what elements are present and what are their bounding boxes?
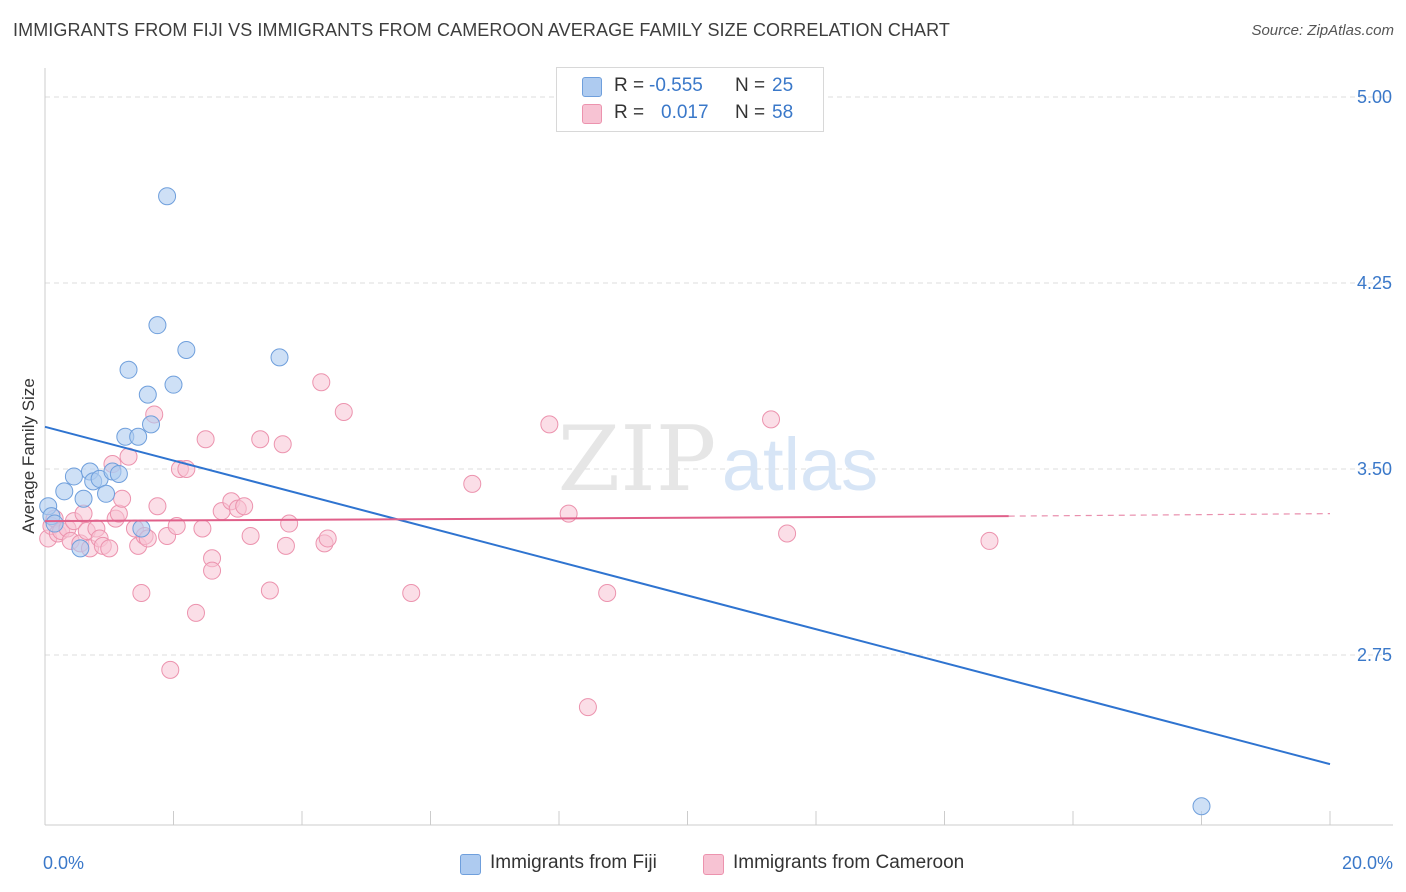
cameroon-point [196,430,215,449]
legend-label-cameroon: Immigrants from Cameroon [733,852,965,873]
fiji-point [1192,797,1211,816]
cameroon-point [113,489,132,508]
cameroon-point [280,514,299,533]
fiji-point [71,539,90,558]
watermark-atlas: atlas [722,423,878,506]
y-tick-label: 5.00 [1357,87,1392,107]
fiji-point [164,375,183,394]
cameroon-trend-line [44,515,1009,523]
legend-n-label: N = [735,75,766,96]
source-label: Source: ZipAtlas.com [1251,22,1394,39]
x-tick-label: 0.0% [43,853,84,873]
cameroon-point [578,698,597,717]
legend-r-value: -0.555 [649,75,703,96]
cameroon-point [251,430,270,449]
fiji-point [177,340,196,359]
y-tick-labels: 2.75 3.50 4.25 5.00 [1357,87,1392,665]
fiji-point [129,427,148,446]
axes [44,68,1393,826]
x-tick-label: 20.0% [1342,853,1393,873]
y-tick-label: 3.50 [1357,459,1392,479]
fiji-swatch [582,77,602,97]
y-tick-label: 2.75 [1357,645,1392,665]
fiji-point [64,467,83,486]
cameroon-point [100,539,119,558]
cameroon-point [559,504,578,523]
cameroon-point [276,536,295,555]
fiji-point [74,489,93,508]
cameroon-swatch [703,854,724,875]
cameroon-point [463,474,482,493]
cameroon-point [167,517,186,536]
cameroon-point [540,415,559,434]
cameroon-point [980,531,999,550]
legend-r-value: 0.017 [661,102,709,123]
fiji-point [148,316,167,335]
fiji-point [132,519,151,538]
correlation-legend: R = -0.555 N = 25 R = 0.017 N = 58 [556,67,824,132]
cameroon-point [273,435,292,454]
fiji-point [270,348,289,367]
watermark-zip: ZIP [558,407,717,512]
fiji-trend-line [44,425,1331,766]
cameroon-point [161,660,180,679]
legend-row-cameroon: R = 0.017 N = 58 [557,101,823,127]
cameroon-point [193,519,212,538]
fiji-point [97,484,116,503]
cameroon-point [235,497,254,516]
trend-lines [44,425,1331,766]
legend-n-label: N = [735,102,766,123]
y-tick-label: 4.25 [1357,273,1392,293]
cameroon-point [334,402,353,421]
cameroon-point [109,504,128,523]
chart-title: IMMIGRANTS FROM FIJI VS IMMIGRANTS FROM … [13,20,951,40]
cameroon-swatch [582,104,602,124]
gridlines [45,96,1393,656]
legend-n-value: 58 [772,102,794,123]
fiji-swatch [460,854,481,875]
cameroon-trend-extension [1008,513,1331,517]
y-axis-label: Average Family Size [19,378,38,534]
fiji-point [119,360,138,379]
fiji-point [55,482,74,501]
cameroon-point [186,603,205,622]
legend-n-value: 25 [772,75,794,96]
cameroon-point [778,524,797,543]
cameroon-point [148,497,167,516]
cameroon-point [598,584,617,602]
cameroon-point [241,526,260,545]
cameroon-point [762,410,781,429]
cameroon-point [260,581,279,600]
cameroon-point [132,584,151,602]
fiji-point [109,464,128,483]
fiji-point [138,385,157,404]
legend-label-fiji: Immigrants from Fiji [490,852,657,873]
cameroon-point [203,561,222,580]
cameroon-point [318,529,337,548]
x-tick-labels: 0.0% 20.0% [43,853,1393,873]
fiji-point [45,514,64,533]
fiji-point [142,415,161,434]
cameroon-point [312,373,331,392]
fiji-point [158,187,177,206]
legend-r-label: R = [614,102,645,123]
legend-row-fiji: R = -0.555 N = 25 [557,74,823,100]
series-legend: Immigrants from Fiji Immigrants from Cam… [0,851,1406,879]
cameroon-point [402,584,421,602]
watermark: ZIP atlas [558,407,878,512]
legend-r-label: R = [614,75,645,96]
